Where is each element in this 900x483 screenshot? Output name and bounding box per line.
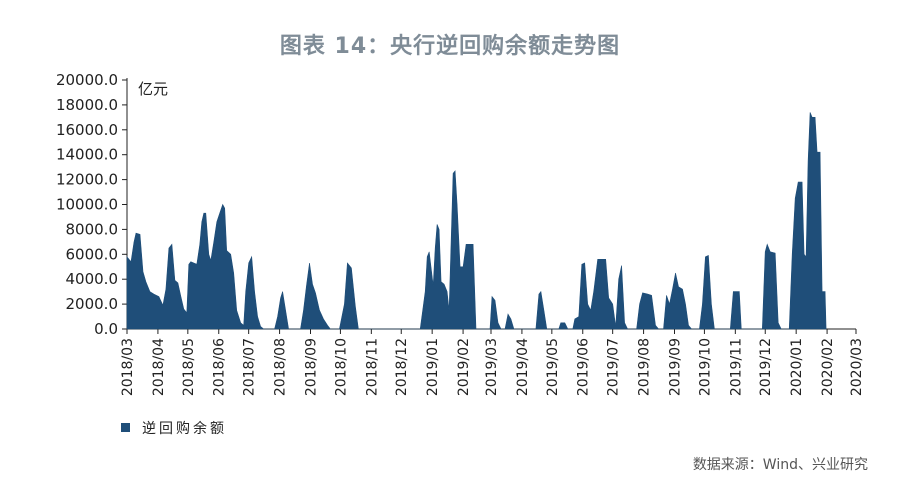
y-tick-label: 6000.0 (66, 245, 119, 263)
y-tick-label: 2000.0 (66, 295, 119, 313)
x-tick-label: 2019/08 (637, 338, 653, 396)
x-tick-label: 2019/02 (456, 338, 472, 396)
y-tick-label: 10000.0 (56, 196, 118, 214)
x-tick-label: 2019/11 (728, 338, 744, 396)
series-area (126, 112, 827, 330)
y-tick-label: 8000.0 (66, 220, 119, 238)
x-tick-label: 2019/09 (667, 338, 683, 396)
y-tick-label: 18000.0 (56, 96, 118, 114)
x-axis: 2018/03 2018/04 2018/05 2018/06 2018/07 2018/… (120, 328, 865, 396)
legend-label: 逆回购余额 (142, 420, 227, 437)
x-tick-label: 2019/12 (758, 338, 774, 396)
y-tick-label: 16000.0 (56, 121, 118, 139)
x-tick-label: 2019/10 (697, 338, 713, 396)
x-tick-label: 2018/06 (212, 338, 228, 396)
x-tick-label: 2018/04 (151, 338, 167, 396)
x-tick-label: 2018/03 (120, 338, 136, 396)
x-tick-label: 2018/08 (273, 338, 289, 396)
y-tick-label: 14000.0 (56, 146, 118, 164)
x-tick-label: 2019/03 (484, 338, 500, 396)
x-tick-label: 2019/01 (425, 338, 441, 396)
unit-label: 亿元 (138, 80, 168, 98)
x-tick-label: 2019/04 (515, 338, 531, 396)
y-axis: 20000.0 18000.0 16000.0 14000.0 12000.0 10000… (56, 71, 128, 338)
y-tick-label: 4000.0 (66, 270, 119, 288)
legend: 逆回购余额 (121, 420, 227, 437)
y-tick-label: 20000.0 (56, 71, 118, 89)
x-tick-label: 2018/12 (394, 338, 410, 396)
legend-swatch (121, 423, 130, 432)
x-tick-label: 2018/05 (181, 338, 197, 396)
y-tick-label: 0.0 (94, 320, 118, 338)
source-note: 数据来源：Wind、兴业研究 (692, 457, 868, 473)
x-tick-label: 2018/11 (364, 338, 380, 396)
x-tick-label: 2019/05 (545, 338, 561, 396)
chart-title: 图表 14：央行逆回购余额走势图 (279, 34, 621, 59)
x-tick-label: 2018/09 (303, 338, 319, 396)
x-tick-label: 2018/10 (333, 338, 349, 396)
x-tick-label: 2020/03 (849, 338, 865, 396)
x-tick-label: 2019/07 (606, 338, 622, 396)
x-tick-label: 2019/06 (576, 338, 592, 396)
y-tick-label: 12000.0 (56, 171, 118, 189)
x-tick-label: 2020/01 (789, 338, 805, 396)
x-tick-label: 2020/02 (820, 338, 836, 396)
x-tick-label: 2018/07 (242, 338, 258, 396)
